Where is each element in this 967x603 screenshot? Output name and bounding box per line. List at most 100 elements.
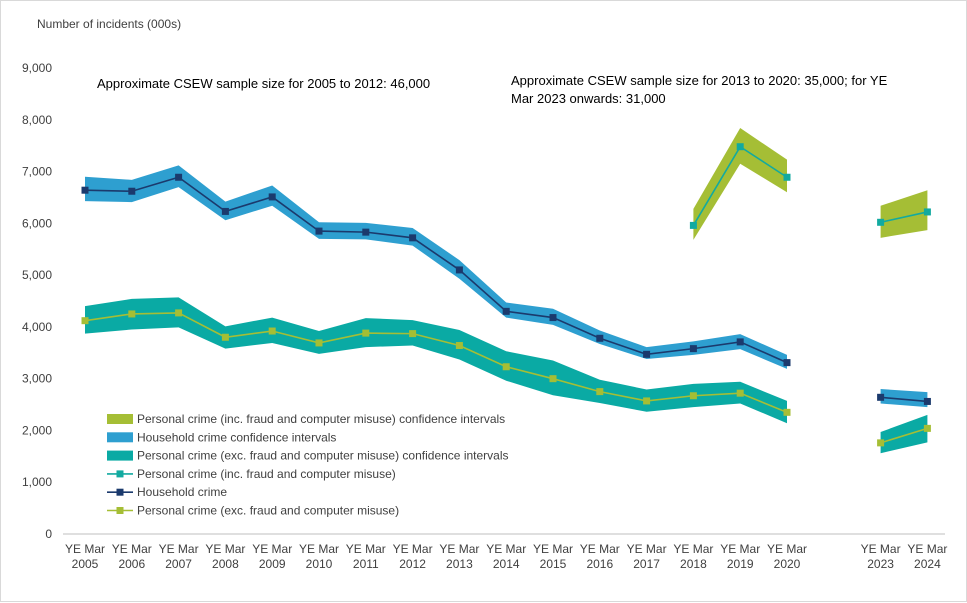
- data-point-2: [736, 389, 744, 397]
- x-tick-label: YE Mar: [299, 542, 339, 556]
- x-tick-label: YE Mar: [159, 542, 199, 556]
- x-tick-label: YE Mar: [533, 542, 573, 556]
- data-point-1: [502, 307, 510, 315]
- x-tick-label: YE Mar: [580, 542, 620, 556]
- data-point-2: [643, 397, 651, 405]
- data-point-1: [175, 173, 183, 181]
- confidence-band-0: [693, 128, 787, 240]
- x-tick-label: 2023: [867, 557, 894, 571]
- x-tick-label: 2012: [399, 557, 426, 571]
- data-point-0: [877, 218, 885, 226]
- x-tick-label: YE Mar: [767, 542, 807, 556]
- series-line-2: [84, 312, 788, 414]
- y-axis-title: Number of incidents (000s): [37, 17, 182, 31]
- data-point-2: [549, 375, 557, 383]
- x-tick-label: YE Mar: [627, 542, 667, 556]
- data-point-2: [128, 310, 136, 318]
- x-tick-label: 2005: [72, 557, 99, 571]
- y-tick-label: 3,000: [22, 372, 52, 386]
- y-tick-label: 1,000: [22, 475, 52, 489]
- x-tick-label: YE Mar: [205, 542, 245, 556]
- x-tick-label: YE Mar: [439, 542, 479, 556]
- confidence-band-1: [880, 389, 928, 408]
- x-tick-label: 2013: [446, 557, 473, 571]
- x-tick-label: YE Mar: [673, 542, 713, 556]
- data-point-2: [81, 317, 89, 325]
- data-point-1: [783, 359, 791, 367]
- series-line-2: [880, 427, 928, 444]
- x-tick-label: 2020: [774, 557, 801, 571]
- data-point-2: [783, 408, 791, 416]
- data-point-2: [409, 330, 417, 338]
- data-point-2: [923, 424, 931, 432]
- data-point-2: [175, 309, 183, 317]
- y-tick-label: 5,000: [22, 268, 52, 282]
- y-tick-label: 7,000: [22, 165, 52, 179]
- series-line-1: [84, 176, 788, 364]
- data-point-1: [643, 350, 651, 358]
- x-tick-label: YE Mar: [112, 542, 152, 556]
- data-point-0: [689, 221, 697, 229]
- y-tick-label: 0: [45, 527, 52, 541]
- legend-marker: [116, 488, 124, 496]
- legend-label: Household crime confidence intervals: [137, 430, 336, 444]
- x-tick-label: 2019: [727, 557, 754, 571]
- y-tick-label: 6,000: [22, 216, 52, 230]
- x-tick-label: YE Mar: [907, 542, 947, 556]
- y-tick-label: 2,000: [22, 423, 52, 437]
- legend-label: Household crime: [137, 485, 227, 499]
- data-point-1: [362, 228, 370, 236]
- data-point-2: [268, 327, 276, 335]
- data-point-1: [409, 234, 417, 242]
- data-point-0: [923, 208, 931, 216]
- x-tick-label: 2008: [212, 557, 239, 571]
- confidence-band-2: [85, 297, 787, 424]
- data-point-1: [221, 207, 229, 215]
- data-point-1: [736, 338, 744, 346]
- data-point-1: [128, 187, 136, 195]
- data-point-1: [596, 334, 604, 342]
- data-point-1: [877, 393, 885, 401]
- legend-swatch: [107, 414, 133, 424]
- series-line-0: [880, 211, 928, 224]
- data-point-2: [315, 339, 323, 347]
- legend-swatch: [107, 432, 133, 443]
- x-tick-label: YE Mar: [393, 542, 433, 556]
- data-point-1: [923, 397, 931, 405]
- x-tick-label: YE Mar: [861, 542, 901, 556]
- x-tick-label: 2007: [165, 557, 192, 571]
- x-tick-label: YE Mar: [486, 542, 526, 556]
- x-tick-label: 2017: [633, 557, 660, 571]
- x-tick-label: 2024: [914, 557, 941, 571]
- data-point-2: [877, 439, 885, 447]
- data-point-2: [221, 333, 229, 341]
- legend-marker: [116, 507, 124, 514]
- data-point-0: [736, 143, 744, 151]
- data-point-1: [549, 314, 557, 322]
- data-point-2: [689, 392, 697, 400]
- x-tick-label: 2006: [118, 557, 145, 571]
- x-tick-label: YE Mar: [252, 542, 292, 556]
- x-tick-label: 2015: [540, 557, 567, 571]
- legend-label: Personal crime (inc. fraud and computer …: [137, 467, 396, 481]
- y-tick-label: 8,000: [22, 113, 52, 127]
- series-line-1: [880, 396, 928, 403]
- legend-marker: [116, 470, 124, 478]
- confidence-band-2: [880, 414, 928, 454]
- legend-label: Personal crime (exc. fraud and computer …: [137, 449, 509, 463]
- data-point-2: [502, 363, 510, 371]
- data-point-2: [596, 388, 604, 396]
- x-tick-label: 2014: [493, 557, 520, 571]
- x-tick-label: YE Mar: [65, 542, 105, 556]
- x-tick-label: 2016: [586, 557, 613, 571]
- legend-label: Personal crime (inc. fraud and computer …: [137, 412, 505, 426]
- data-point-1: [455, 266, 463, 274]
- legend-label: Personal crime (exc. fraud and computer …: [137, 504, 399, 518]
- data-point-2: [455, 342, 463, 350]
- annotation-sample-size-2013-onwards: Approximate CSEW sample size for 2013 to…: [511, 73, 888, 106]
- data-point-1: [268, 193, 276, 201]
- data-point-1: [81, 186, 89, 194]
- y-tick-label: 4,000: [22, 320, 52, 334]
- confidence-band-1: [85, 165, 787, 369]
